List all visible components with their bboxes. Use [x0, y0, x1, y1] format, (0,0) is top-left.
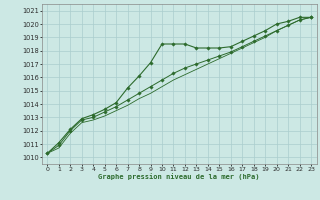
X-axis label: Graphe pression niveau de la mer (hPa): Graphe pression niveau de la mer (hPa) — [99, 173, 260, 180]
